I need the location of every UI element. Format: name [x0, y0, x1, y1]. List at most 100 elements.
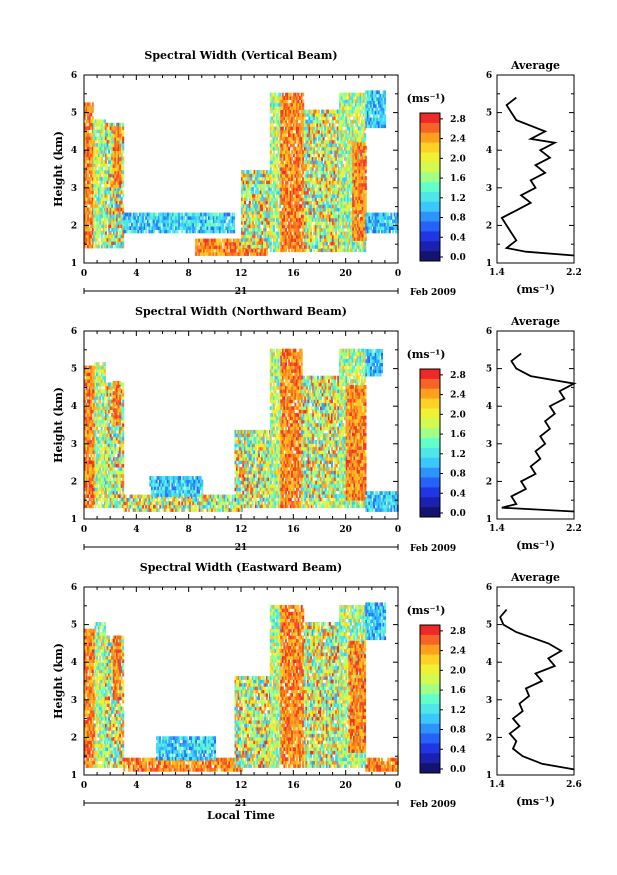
heatmap-cell [88, 170, 91, 174]
heatmap-cell [248, 244, 251, 249]
heatmap-cell [239, 238, 242, 243]
heatmap-cell [149, 216, 152, 220]
heatmap-cell [99, 217, 102, 222]
heatmap-cell [280, 211, 283, 215]
heatmap-cell [272, 146, 275, 151]
heatmap-cell [283, 146, 286, 151]
heatmap-cell [250, 227, 253, 232]
heatmap-cell [244, 190, 247, 195]
heatmap-cell [204, 245, 207, 250]
heatmap-cell [197, 222, 199, 227]
heatmap-cell [285, 238, 287, 242]
heatmap-cell [212, 222, 215, 227]
heatmap-cell [187, 226, 190, 230]
heatmap-cell [267, 214, 270, 218]
heatmap-cell [241, 227, 243, 232]
heatmap-cell [280, 201, 283, 205]
heatmap-cell [374, 93, 377, 98]
heatmap-cell [274, 201, 277, 205]
heatmap-cell [201, 248, 204, 253]
heatmap-cell [283, 248, 286, 253]
heatmap-cell [199, 245, 202, 250]
heatmap-cell [262, 248, 265, 253]
heatmap-cell [255, 183, 258, 188]
heatmap-cell [272, 140, 275, 144]
heatmap-cell [87, 146, 90, 151]
heatmap-cell [91, 126, 94, 130]
heatmap-cell [119, 237, 122, 242]
heatmap-cell [91, 217, 94, 222]
heatmap-cell [269, 109, 272, 114]
heatmap-cell [96, 156, 99, 161]
heatmap-cell [250, 220, 253, 225]
heatmap-cell [120, 204, 123, 208]
heatmap-cell [269, 92, 272, 97]
heatmap-cell [119, 197, 122, 201]
heatmap-cell [114, 126, 117, 131]
heatmap-cell [111, 156, 114, 161]
heatmap-cell [272, 92, 275, 97]
heatmap-cell [250, 248, 253, 253]
heatmap-cell [139, 222, 141, 227]
heatmap-cell [85, 132, 88, 137]
heatmap-cell [384, 120, 387, 125]
heatmap-cell [272, 241, 275, 246]
heatmap-cell [215, 219, 218, 224]
heatmap-cell [122, 122, 125, 127]
heatmap-cell [212, 238, 215, 243]
heatmap-cell [97, 204, 100, 208]
heatmap-cell [120, 183, 123, 188]
heatmap-cell [263, 227, 265, 232]
heatmap-cell [94, 173, 97, 178]
heatmap-cell [283, 106, 286, 110]
heatmap-cell [272, 116, 275, 121]
heatmap-cell [272, 136, 275, 141]
heatmap-cell [104, 119, 107, 124]
heatmap-cell [193, 229, 196, 234]
heatmap-cell [310, 231, 313, 236]
heatmap-cell [145, 222, 148, 227]
heatmap-cell [119, 181, 122, 185]
heatmap-cell [91, 136, 94, 141]
heatmap-cell [97, 136, 100, 141]
heatmap-cell [210, 248, 213, 253]
heatmap-cell [300, 238, 303, 242]
heatmap-cell [96, 237, 99, 242]
heatmap-cell [247, 234, 250, 239]
heatmap-cell [319, 245, 322, 249]
heatmap-cell [342, 228, 345, 232]
heatmap-cell [308, 197, 311, 202]
heatmap-cell [220, 229, 223, 234]
heatmap-cell [281, 221, 284, 226]
heatmap-cell [252, 204, 254, 208]
heatmap-cell [218, 248, 221, 253]
heatmap-cell [112, 157, 115, 162]
heatmap-cell [316, 170, 319, 175]
heatmap-cell [126, 229, 129, 234]
heatmap-cell [85, 146, 88, 151]
heatmap-cell [170, 216, 173, 220]
heatmap-cell [271, 109, 274, 114]
heatmap-cell [84, 132, 86, 137]
heatmap-cell [252, 180, 254, 185]
heatmap-cell [88, 193, 91, 198]
heatmap-cell [267, 187, 270, 191]
heatmap-cell [85, 153, 88, 157]
heatmap-cell [241, 210, 243, 215]
heatmap-cell [280, 231, 283, 236]
heatmap-cell [143, 212, 146, 217]
heatmap-cell [85, 102, 88, 107]
heatmap-cell [112, 197, 115, 201]
heatmap-cell [178, 216, 181, 220]
heatmap-cell [271, 129, 274, 134]
heatmap-cell [115, 217, 118, 222]
heatmap-cell [117, 167, 120, 172]
heatmap-cell [111, 207, 114, 212]
heatmap-cell [286, 170, 289, 175]
heatmap-cell [109, 217, 112, 222]
heatmap-cell [289, 231, 292, 236]
heatmap-cell [234, 252, 237, 256]
heatmap-cell [120, 149, 123, 154]
heatmap-cell [119, 150, 122, 155]
heatmap-cell [159, 212, 162, 217]
